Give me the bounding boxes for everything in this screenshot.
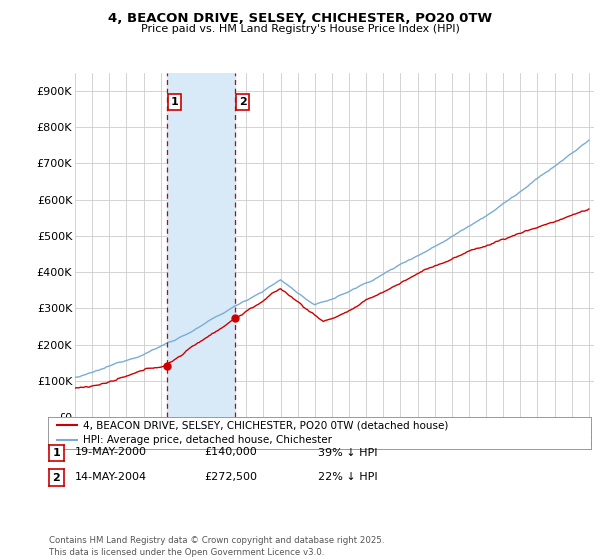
Text: 19-MAY-2000: 19-MAY-2000: [75, 447, 147, 458]
Bar: [167, 73, 235, 417]
Text: 22% ↓ HPI: 22% ↓ HPI: [318, 472, 377, 482]
Text: £272,500: £272,500: [204, 472, 257, 482]
Text: 39% ↓ HPI: 39% ↓ HPI: [318, 447, 377, 458]
Text: 2: 2: [53, 473, 60, 483]
Text: 1: 1: [53, 448, 60, 458]
Text: Contains HM Land Registry data © Crown copyright and database right 2025.
This d: Contains HM Land Registry data © Crown c…: [49, 536, 385, 557]
Text: £140,000: £140,000: [204, 447, 257, 458]
Text: 2: 2: [239, 97, 247, 107]
Text: 1: 1: [170, 97, 178, 107]
Text: HPI: Average price, detached house, Chichester: HPI: Average price, detached house, Chic…: [83, 435, 332, 445]
Text: Price paid vs. HM Land Registry's House Price Index (HPI): Price paid vs. HM Land Registry's House …: [140, 24, 460, 34]
Text: 4, BEACON DRIVE, SELSEY, CHICHESTER, PO20 0TW (detached house): 4, BEACON DRIVE, SELSEY, CHICHESTER, PO2…: [83, 421, 449, 431]
Text: 14-MAY-2004: 14-MAY-2004: [75, 472, 147, 482]
Text: 4, BEACON DRIVE, SELSEY, CHICHESTER, PO20 0TW: 4, BEACON DRIVE, SELSEY, CHICHESTER, PO2…: [108, 12, 492, 25]
